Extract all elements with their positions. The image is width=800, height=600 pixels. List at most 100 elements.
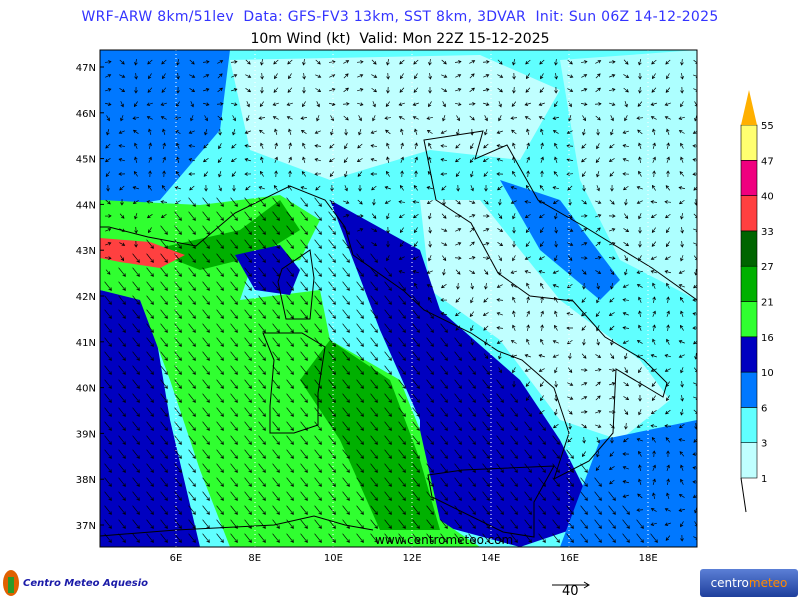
wind-arrow xyxy=(426,284,433,288)
wind-arrow xyxy=(132,533,140,543)
wind-arrow xyxy=(608,214,616,218)
wind-arrow xyxy=(384,379,392,389)
wind-arrow xyxy=(230,477,238,487)
wind-arrow xyxy=(160,435,168,445)
wind-arrow xyxy=(483,199,489,205)
wind-arrow xyxy=(202,491,210,501)
wind-arrow xyxy=(356,239,364,249)
wind-arrow xyxy=(414,73,418,80)
wind-arrow xyxy=(104,295,112,305)
wind-arrow xyxy=(510,449,518,459)
wind-arrow xyxy=(174,239,182,249)
wind-arrow xyxy=(484,129,488,136)
wind-arrow xyxy=(146,337,154,347)
wind-arrow xyxy=(202,323,210,333)
wind-arrow xyxy=(244,337,252,347)
wind-arrow xyxy=(314,407,322,417)
wind-arrow xyxy=(636,533,644,543)
wind-arrow xyxy=(400,73,404,80)
wind-arrow xyxy=(496,519,504,529)
wind-arrow xyxy=(231,88,238,92)
wind-arrow xyxy=(525,395,530,402)
wind-arrow xyxy=(692,312,697,316)
wind-arrow xyxy=(440,323,448,333)
wind-arrow xyxy=(258,463,266,473)
wind-arrow xyxy=(666,324,670,332)
wind-arrow xyxy=(371,74,378,78)
wind-arrow xyxy=(258,505,266,515)
wind-arrow xyxy=(568,422,572,430)
wind-arrow xyxy=(174,505,182,515)
wind-arrow xyxy=(540,170,544,178)
wind-arrow xyxy=(594,519,602,529)
wind-arrow xyxy=(160,379,168,389)
wind-arrow xyxy=(692,494,697,498)
wind-arrow xyxy=(525,381,531,387)
wind-arrow xyxy=(440,463,448,473)
wind-arrow xyxy=(328,491,336,501)
wind-arrow xyxy=(469,87,475,93)
wind-arrow xyxy=(596,325,600,332)
wind-arrow xyxy=(384,351,392,361)
wind-arrow xyxy=(412,379,420,389)
logo-centro-meteo-aquesio[interactable]: Centro Meteo Aquesio xyxy=(2,569,148,597)
wind-arrow xyxy=(622,480,629,484)
wind-arrow xyxy=(680,255,684,262)
wind-arrow xyxy=(636,284,643,288)
wind-arrow xyxy=(441,242,448,246)
wind-arrow xyxy=(524,200,532,204)
wind-arrow xyxy=(386,142,390,149)
wind-arrow xyxy=(540,73,544,80)
wind-arrow xyxy=(190,115,194,122)
wind-arrow xyxy=(174,186,181,190)
wind-arrow xyxy=(468,491,476,501)
wind-arrow xyxy=(286,505,294,515)
wind-arrow xyxy=(230,449,238,459)
wind-arrow xyxy=(202,505,210,515)
wind-arrow xyxy=(244,393,252,403)
wind-arrow xyxy=(540,142,544,150)
wind-arrow xyxy=(218,128,222,136)
wind-arrow xyxy=(274,170,278,178)
wind-arrow xyxy=(203,102,210,106)
wind-arrow xyxy=(624,213,629,220)
wind-arrow xyxy=(496,505,504,515)
wind-arrow xyxy=(118,519,126,529)
wind-arrow xyxy=(566,505,574,515)
wind-arrow xyxy=(454,435,462,445)
logo-centrometeo[interactable]: centrometeo xyxy=(700,569,798,597)
wind-arrow xyxy=(300,186,307,190)
wind-arrow xyxy=(272,379,280,389)
wind-arrow xyxy=(384,186,391,190)
wind-arrow xyxy=(288,128,292,135)
wind-arrow xyxy=(328,519,336,529)
colorbar-label: 27 xyxy=(761,262,774,273)
wind-arrow xyxy=(386,58,390,66)
wind-arrow xyxy=(343,200,350,204)
wind-arrow xyxy=(216,519,224,529)
wind-arrow xyxy=(216,239,224,249)
wind-arrow xyxy=(526,128,530,135)
wind-arrow xyxy=(160,421,168,431)
wind-arrow xyxy=(204,184,208,192)
wind-arrow xyxy=(342,365,350,375)
wind-arrow xyxy=(524,491,532,501)
wind-arrow xyxy=(510,200,517,204)
wind-arrow xyxy=(454,214,462,218)
wind-arrow xyxy=(356,393,364,403)
wind-arrow xyxy=(217,60,224,64)
wind-arrow xyxy=(372,115,376,122)
wind-arrow xyxy=(539,409,545,415)
wind-arrow xyxy=(315,185,321,191)
wind-arrow xyxy=(595,410,602,414)
wind-arrow xyxy=(358,115,362,122)
wind-arrow xyxy=(384,505,392,515)
wind-arrow xyxy=(343,60,350,64)
wind-arrow xyxy=(428,255,432,262)
wind-arrow xyxy=(272,323,280,333)
colorbar-label: 10 xyxy=(761,368,774,379)
wind-arrow xyxy=(622,158,629,162)
colorbar-swatch xyxy=(740,407,758,443)
wind-arrow xyxy=(680,534,684,542)
logo-right-b: meteo xyxy=(748,576,788,590)
